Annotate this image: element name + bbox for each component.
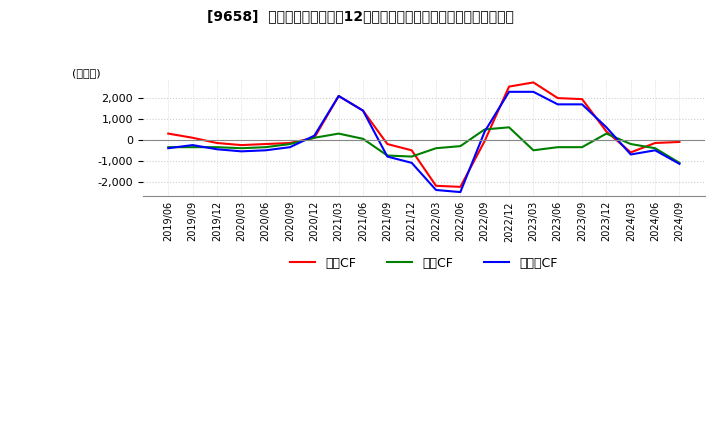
投資CF (189, 144, 197, 150)
営業CF (456, 184, 464, 190)
営業CF (261, 141, 270, 147)
営業CF (505, 84, 513, 89)
営業CF (286, 140, 294, 146)
投資CF (529, 148, 538, 153)
営業CF (164, 131, 173, 136)
営業CF (383, 141, 392, 147)
フリーCF (480, 129, 489, 134)
フリーCF (432, 187, 441, 193)
フリーCF (505, 89, 513, 95)
営業CF (602, 129, 611, 134)
Line: フリーCF: フリーCF (168, 92, 680, 192)
営業CF (554, 95, 562, 101)
フリーCF (334, 93, 343, 99)
投資CF (164, 144, 173, 150)
フリーCF (261, 148, 270, 153)
フリーCF (408, 160, 416, 165)
フリーCF (383, 154, 392, 159)
フリーCF (286, 144, 294, 150)
フリーCF (602, 125, 611, 130)
フリーCF (164, 146, 173, 151)
投資CF (480, 127, 489, 132)
投資CF (505, 125, 513, 130)
営業CF (189, 135, 197, 140)
営業CF (432, 183, 441, 188)
投資CF (310, 135, 319, 140)
フリーCF (554, 102, 562, 107)
投資CF (432, 146, 441, 151)
営業CF (675, 139, 684, 145)
営業CF (577, 96, 586, 102)
投資CF (626, 141, 635, 147)
投資CF (237, 146, 246, 151)
営業CF (359, 108, 367, 113)
投資CF (675, 160, 684, 165)
投資CF (577, 144, 586, 150)
投資CF (456, 143, 464, 149)
投資CF (261, 144, 270, 150)
投資CF (212, 144, 221, 150)
投資CF (359, 136, 367, 141)
投資CF (602, 131, 611, 136)
営業CF (237, 143, 246, 148)
営業CF (408, 148, 416, 153)
営業CF (651, 140, 660, 146)
フリーCF (529, 89, 538, 95)
投資CF (286, 141, 294, 147)
営業CF (212, 140, 221, 146)
フリーCF (675, 161, 684, 166)
Line: 投資CF: 投資CF (168, 127, 680, 163)
フリーCF (212, 147, 221, 152)
フリーCF (651, 148, 660, 153)
フリーCF (310, 133, 319, 138)
投資CF (408, 154, 416, 159)
フリーCF (189, 143, 197, 148)
Text: [9658]  キャッシュフローの12か月移動合計の対前年同期増減額の推移: [9658] キャッシュフローの12か月移動合計の対前年同期増減額の推移 (207, 9, 513, 23)
営業CF (529, 80, 538, 85)
投資CF (554, 144, 562, 150)
Legend: 営業CF, 投資CF, フリーCF: 営業CF, 投資CF, フリーCF (285, 252, 562, 275)
投資CF (383, 153, 392, 158)
フリーCF (456, 190, 464, 195)
投資CF (651, 146, 660, 151)
営業CF (480, 138, 489, 143)
フリーCF (359, 108, 367, 113)
Line: 営業CF: 営業CF (168, 82, 680, 187)
Y-axis label: (百万円): (百万円) (72, 68, 101, 78)
営業CF (334, 93, 343, 99)
フリーCF (626, 152, 635, 157)
フリーCF (577, 102, 586, 107)
フリーCF (237, 149, 246, 154)
営業CF (626, 150, 635, 155)
営業CF (310, 135, 319, 140)
投資CF (334, 131, 343, 136)
